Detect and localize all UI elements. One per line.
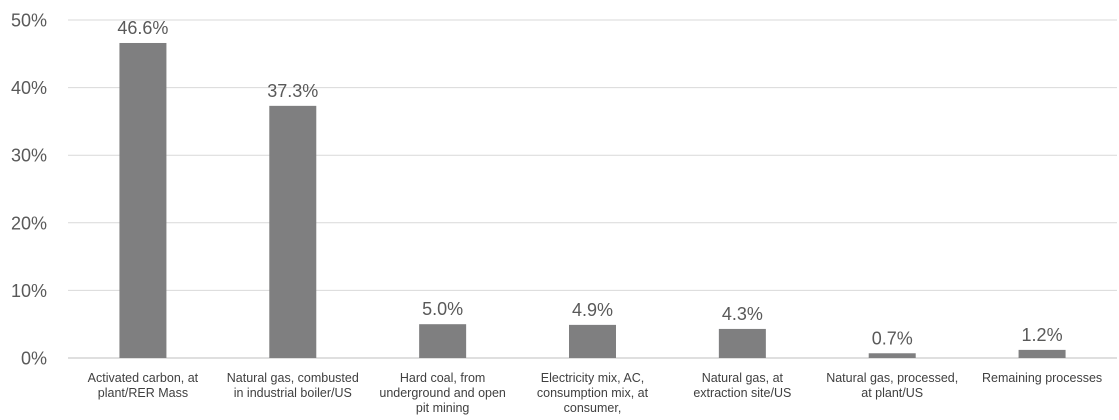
data-label: 4.3%	[722, 304, 763, 324]
category-label: Natural gas, combusted	[227, 371, 359, 385]
category-label: in industrial boiler/US	[234, 386, 352, 400]
bar	[1018, 349, 1066, 358]
category-label: underground and open	[379, 386, 506, 400]
data-label: 4.9%	[572, 300, 613, 320]
category-label: extraction site/US	[693, 386, 791, 400]
bars	[119, 42, 1066, 359]
bar	[718, 328, 766, 358]
category-label: at plant/US	[861, 386, 923, 400]
category-label: consumer,	[564, 401, 622, 415]
category-label: Hard coal, from	[400, 371, 485, 385]
data-label: 1.2%	[1022, 325, 1063, 345]
category-label: plant/RER Mass	[98, 386, 188, 400]
data-label: 0.7%	[872, 328, 913, 348]
y-tick-label: 0%	[21, 349, 47, 369]
data-labels: 46.6% 37.3% 5.0% 4.9% 4.3% 0.7% 1.2%	[117, 18, 1062, 348]
category-label: pit mining	[416, 401, 470, 415]
category-label: Natural gas, at	[702, 371, 784, 385]
category-label: Natural gas, processed,	[826, 371, 958, 385]
category-label: Remaining processes	[982, 371, 1102, 385]
gridlines	[68, 19, 1117, 359]
category-label: consumption mix, at	[537, 386, 649, 400]
data-label: 37.3%	[267, 81, 318, 101]
y-axis-tick-labels: 0% 10% 20% 30% 40% 50%	[11, 11, 47, 369]
bar	[269, 105, 317, 359]
bar	[419, 324, 467, 358]
data-label: 46.6%	[117, 18, 168, 38]
y-tick-label: 30%	[11, 146, 47, 166]
bar	[569, 324, 616, 358]
category-label: Electricity mix, AC,	[541, 371, 645, 385]
bar	[119, 42, 167, 358]
category-label: Activated carbon, at	[88, 371, 199, 385]
bar	[868, 353, 916, 358]
y-tick-label: 20%	[11, 213, 47, 233]
y-tick-label: 10%	[11, 281, 47, 301]
y-tick-label: 50%	[11, 11, 47, 31]
data-label: 5.0%	[422, 299, 463, 319]
y-tick-label: 40%	[11, 78, 47, 98]
